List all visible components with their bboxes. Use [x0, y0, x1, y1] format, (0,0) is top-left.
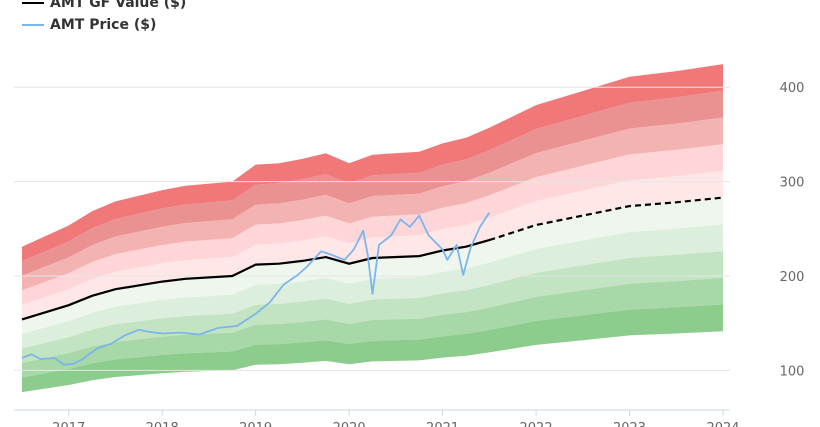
upper-band-2	[22, 144, 723, 305]
x-tick-label-2018: 2018	[146, 421, 179, 427]
legend-swatch-price	[22, 24, 44, 26]
lower-band-4	[22, 277, 723, 378]
lower-band-3	[22, 251, 723, 363]
upper-band-4	[22, 90, 723, 276]
x-tick-label-2017: 2017	[52, 421, 85, 427]
y-tick-label-100: 100	[780, 364, 805, 379]
x-tick-label-2024: 2024	[706, 421, 739, 427]
x-tick-label-2023: 2023	[613, 421, 646, 427]
x-tick-label-2020: 2020	[333, 421, 366, 427]
gf-value-line	[21, 239, 490, 321]
lower-band-2	[22, 224, 723, 349]
x-tick-label-2021: 2021	[426, 421, 459, 427]
x-tick-label-2019: 2019	[239, 421, 272, 427]
x-axis: 2017 2018 2019 2020 2021 2022 2023 2024	[14, 409, 740, 427]
valuation-bands	[22, 64, 723, 393]
legend-item-gf-value[interactable]: AMT GF Value ($)	[22, 0, 186, 14]
lower-band-1	[22, 197, 723, 334]
series-lines	[21, 196, 724, 366]
legend-label-price: AMT Price ($)	[50, 17, 157, 33]
legend-item-price[interactable]: AMT Price ($)	[22, 14, 186, 36]
legend-swatch-gf-value	[22, 2, 44, 4]
upper-band-5	[22, 64, 723, 262]
upper-band-3	[22, 117, 723, 291]
grid-lines	[14, 86, 730, 371]
y-axis: 100 200 300 400	[780, 81, 805, 379]
y-tick-label-300: 300	[780, 176, 805, 191]
y-tick-label-200: 200	[780, 270, 805, 285]
upper-band-1	[22, 170, 723, 320]
gf-value-projection-line	[488, 196, 724, 242]
legend-label-gf-value: AMT GF Value ($)	[50, 0, 187, 11]
legend: AMT GF Value ($) AMT Price ($)	[22, 0, 186, 36]
price-line	[21, 212, 491, 366]
x-tick-label-2022: 2022	[520, 421, 553, 427]
y-tick-label-400: 400	[780, 81, 805, 96]
